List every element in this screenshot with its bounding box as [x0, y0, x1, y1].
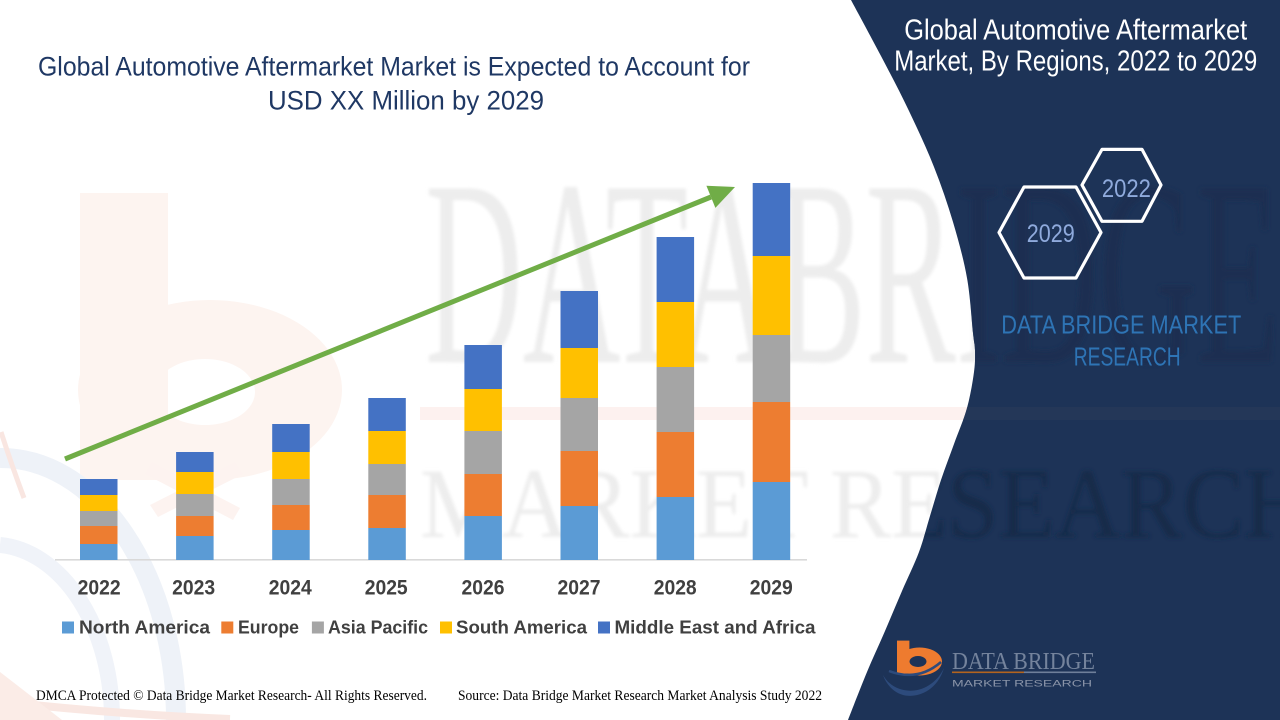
- svg-text:RESEARCH: RESEARCH: [1074, 342, 1181, 372]
- svg-text:DATA BRIDGE: DATA BRIDGE: [952, 649, 1095, 675]
- svg-text:2029: 2029: [750, 577, 793, 600]
- svg-text:Europe: Europe: [238, 618, 299, 638]
- svg-text:Market, By Regions, 2022 to 20: Market, By Regions, 2022 to 2029: [894, 46, 1257, 78]
- svg-text:Global Automotive Aftermarket: Global Automotive Aftermarket Market is …: [38, 52, 750, 82]
- svg-text:2028: 2028: [654, 577, 697, 600]
- svg-text:2024: 2024: [269, 577, 312, 600]
- svg-text:2025: 2025: [365, 577, 408, 600]
- svg-text:North America: North America: [79, 618, 211, 638]
- svg-text:2026: 2026: [462, 577, 505, 600]
- svg-text:2023: 2023: [172, 577, 215, 600]
- svg-text:2029: 2029: [1027, 220, 1075, 248]
- svg-text:MARKET RESEARCH: MARKET RESEARCH: [952, 679, 1092, 689]
- svg-text:Middle East and Africa: Middle East and Africa: [615, 618, 817, 638]
- svg-text:Global Automotive Aftermarket: Global Automotive Aftermarket: [904, 14, 1247, 46]
- svg-text:DATA BRIDGE MARKET: DATA BRIDGE MARKET: [1001, 310, 1241, 340]
- svg-text:2027: 2027: [558, 577, 601, 600]
- svg-text:2022: 2022: [1102, 175, 1151, 203]
- svg-text:DMCA Protected © Data Bridge M: DMCA Protected © Data Bridge Market Rese…: [36, 688, 427, 704]
- svg-text:Asia Pacific: Asia Pacific: [328, 618, 428, 638]
- svg-text:2022: 2022: [78, 577, 121, 600]
- svg-text:USD XX Million by 2029: USD XX Million by 2029: [268, 85, 544, 115]
- svg-text:Source: Data Bridge Market Res: Source: Data Bridge Market Research Mark…: [458, 688, 822, 704]
- svg-text:South America: South America: [456, 618, 588, 638]
